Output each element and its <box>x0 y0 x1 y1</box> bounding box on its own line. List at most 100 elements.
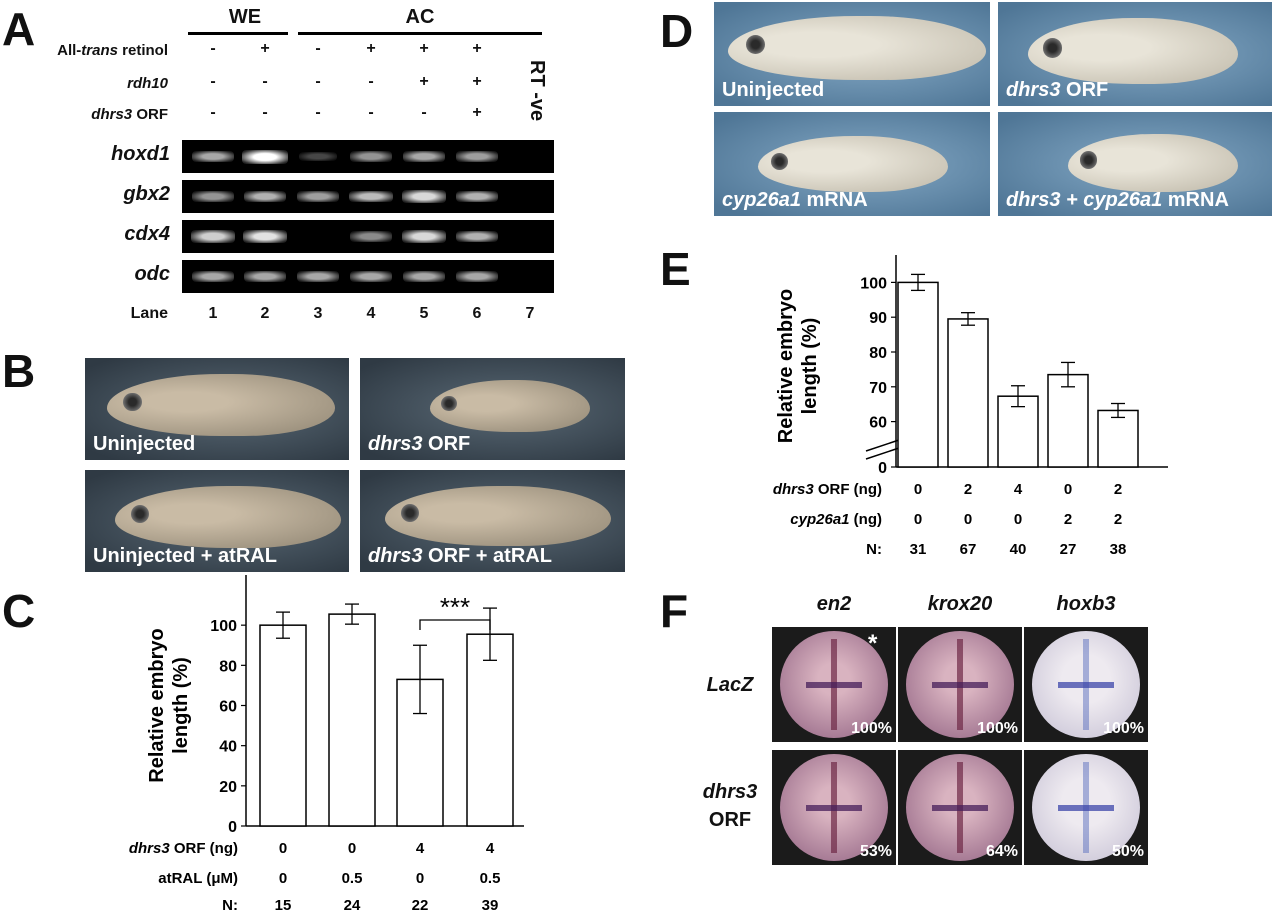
lane-number: 1 <box>208 305 218 322</box>
y-tick-label: 0 <box>228 819 237 836</box>
condition-sign: - <box>262 104 268 121</box>
gel-band <box>350 151 392 162</box>
lane-number: 7 <box>525 305 535 322</box>
in-situ-image: 50% <box>1024 750 1148 865</box>
photo-caption: dhrs3 ORF <box>1006 79 1109 101</box>
percent-label: 64% <box>985 843 1018 860</box>
y-tick-label: 80 <box>219 658 237 675</box>
gel-band <box>192 191 234 202</box>
condition-sign: - <box>262 73 268 90</box>
in-situ-image: 100% <box>898 627 1022 742</box>
y-tick-label: 20 <box>219 779 237 796</box>
row-value: 38 <box>1110 541 1127 558</box>
row-label: dhrs3 ORF (ng) <box>773 481 882 498</box>
gel-band <box>297 191 339 202</box>
embryo-eye <box>771 152 789 170</box>
y-tick-label: 70 <box>869 380 887 397</box>
condition-sign: + <box>419 40 429 57</box>
embryo-photo: Uninjected + atRAL <box>85 470 349 572</box>
stripe-stain <box>1058 804 1114 811</box>
gene-column-label: krox20 <box>927 593 993 615</box>
gel-strip-odc <box>182 260 554 293</box>
condition-sign: - <box>368 73 374 90</box>
gel-band <box>455 230 499 243</box>
row-value: 0 <box>279 840 287 857</box>
stripe-stain <box>806 804 862 811</box>
stripe-stain <box>806 681 862 688</box>
in-situ-image: 100% <box>1024 627 1148 742</box>
embryo-shape <box>728 16 986 80</box>
row-label: LacZ <box>706 674 754 696</box>
row-value: 0 <box>964 511 972 528</box>
embryo-photo: dhrs3 ORF <box>360 358 625 460</box>
embryo-eye <box>1079 151 1098 169</box>
gene-label-odc: odc <box>134 263 170 285</box>
embryo-photo: cyp26a1 mRNA <box>714 112 990 216</box>
condition-sign: + <box>366 40 376 57</box>
lane-label: Lane <box>130 305 168 322</box>
embryo-shape <box>1028 18 1238 84</box>
in-situ-image: 100% <box>772 627 896 742</box>
embryo-eye <box>122 392 142 412</box>
row-value: 0 <box>914 481 922 498</box>
bar <box>1047 373 1089 468</box>
embryo-shape <box>115 486 341 548</box>
gel-band <box>191 150 235 163</box>
group-line-ac <box>298 32 542 35</box>
panel-label-b: B <box>2 345 36 397</box>
row-value: 2 <box>1064 511 1072 528</box>
condition-sign: - <box>210 104 216 121</box>
panel-label-a: A <box>2 3 36 55</box>
row-value: 24 <box>344 897 361 912</box>
condition-label-retinol: All-trans retinol <box>57 42 168 59</box>
embryo-shape <box>385 486 611 546</box>
gel-band <box>401 230 447 243</box>
percent-label: 100% <box>1103 720 1144 737</box>
gel-band <box>455 270 499 283</box>
row-value: 0 <box>1014 511 1022 528</box>
gene-label-cdx4: cdx4 <box>124 223 170 245</box>
y-tick-label: 100 <box>210 618 237 635</box>
y-tick-label: 0 <box>878 460 887 477</box>
gel-band <box>191 270 235 283</box>
y-tick-label: 100 <box>860 275 887 292</box>
embryo-photo: dhrs3 ORF + atRAL <box>360 470 625 572</box>
significance-stars: *** <box>440 592 470 622</box>
lane-number: 5 <box>419 305 429 322</box>
row-label: atRAL (μM) <box>158 870 238 887</box>
gel-band <box>296 270 340 283</box>
photo-caption: dhrs3 ORF + atRAL <box>368 545 552 567</box>
gel-band <box>298 152 338 161</box>
row-value: 4 <box>416 840 425 857</box>
y-tick-label: 80 <box>869 345 887 362</box>
row-value: 0 <box>279 870 287 887</box>
condition-sign: - <box>315 73 321 90</box>
row-value: 39 <box>482 897 499 912</box>
bar <box>897 281 939 468</box>
embryo-photo: Uninjected <box>85 358 349 460</box>
percent-label: 100% <box>977 720 1018 737</box>
row-value: 0 <box>914 511 922 528</box>
embryo-eye <box>130 504 150 524</box>
embryo-photo: dhrs3 + cyp26a1 mRNA <box>998 112 1272 216</box>
group-label-ac: AC <box>405 6 435 28</box>
embryo-photo: Uninjected <box>714 2 990 106</box>
row-value: 4 <box>1014 481 1023 498</box>
lane-number: 3 <box>313 305 323 322</box>
embryo-shape <box>107 374 335 436</box>
gel-band <box>191 230 235 243</box>
bar <box>947 318 989 468</box>
y-axis-label: Relative embryo length (%) <box>775 289 821 444</box>
row-value: 2 <box>1114 481 1122 498</box>
row-label: N: <box>222 897 238 912</box>
in-situ-image: 53% <box>772 750 896 865</box>
condition-sign: + <box>472 104 482 121</box>
condition-label-rdh10: rdh10 <box>127 75 168 92</box>
embryo-eye <box>441 395 457 412</box>
row-value: 4 <box>486 840 495 857</box>
condition-sign: - <box>210 73 216 90</box>
lane-number: 4 <box>366 305 376 322</box>
stripe-stain <box>932 681 988 688</box>
